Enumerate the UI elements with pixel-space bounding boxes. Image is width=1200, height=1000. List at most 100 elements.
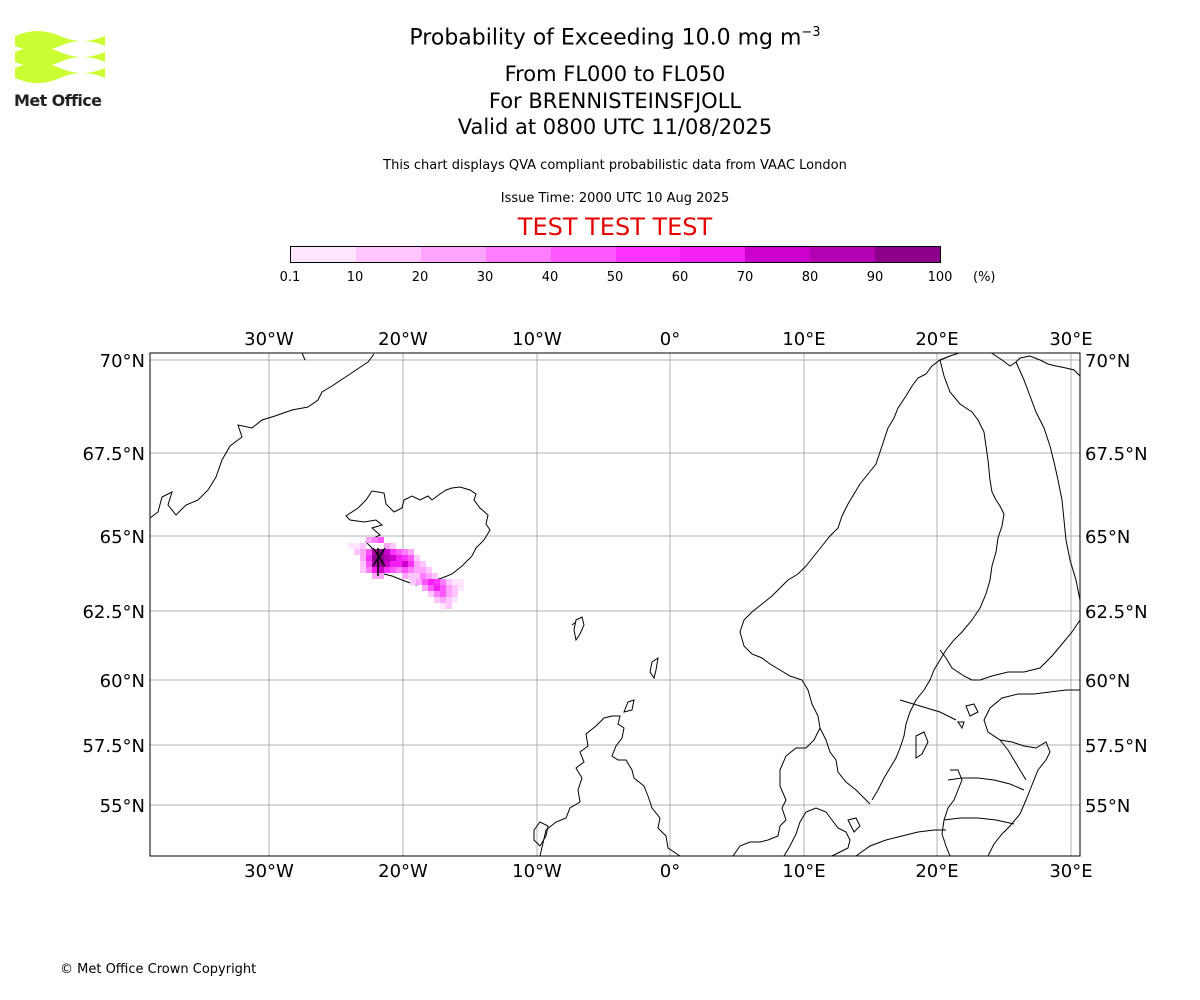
axis-tick-label: 10°W	[512, 329, 562, 350]
probability-cell	[360, 543, 366, 549]
qva-note: This chart displays QVA compliant probab…	[383, 158, 847, 173]
colorbar-segment	[420, 247, 486, 262]
probability-cell	[422, 585, 428, 591]
probability-cell	[426, 567, 432, 573]
axis-tick-label: 10°W	[512, 861, 562, 882]
colorbar-segment	[615, 247, 681, 262]
colorbar-tick-label: 40	[541, 270, 559, 285]
axis-tick-label: 20°W	[378, 329, 428, 350]
probability-cell	[408, 567, 414, 573]
probability-cell	[420, 561, 426, 567]
probability-cell	[372, 567, 378, 573]
colorbar-segment	[810, 247, 876, 262]
probability-cell	[408, 555, 414, 561]
probability-cell	[366, 537, 372, 543]
colorbar-tick-label: 50	[606, 270, 624, 285]
axis-tick-label: 30°W	[244, 329, 294, 350]
colorbar-tick-label: 10	[346, 270, 364, 285]
probability-cell	[402, 549, 408, 555]
probability-cell	[434, 579, 440, 585]
flight-levels: From FL000 to FL050	[504, 62, 726, 86]
probability-cell	[396, 549, 402, 555]
probability-cell	[378, 561, 384, 567]
probability-cell	[390, 561, 396, 567]
issue-time: Issue Time: 2000 UTC 10 Aug 2025	[500, 191, 730, 206]
colorbar-unit: (%)	[973, 270, 996, 285]
probability-cell	[384, 561, 390, 567]
probability-cell	[396, 567, 402, 573]
axis-tick-label: 0°	[660, 329, 680, 350]
probability-cell	[452, 579, 458, 585]
probability-cell	[354, 543, 360, 549]
volcano-name: For BRENNISTEINSFJOLL	[488, 89, 742, 113]
probability-cell	[390, 567, 396, 573]
probability-cell	[408, 573, 414, 579]
colorbar-segment	[550, 247, 616, 262]
logo-text: Met Office	[14, 91, 102, 110]
colorbar-tick-label: 90	[866, 270, 884, 285]
probability-cell	[408, 561, 414, 567]
axis-tick-label: 57.5°N	[1085, 736, 1148, 757]
probability-cell	[390, 543, 396, 549]
probability-cell	[440, 579, 446, 585]
axis-tick-label: 60°N	[100, 671, 145, 692]
probability-cell	[402, 567, 408, 573]
probability-cell	[446, 579, 452, 585]
probability-cell	[402, 561, 408, 567]
coastline-iceland	[345, 486, 491, 586]
axis-tick-label: 20°E	[915, 329, 958, 350]
colorbar-tick-label: 70	[736, 270, 754, 285]
probability-cell	[440, 585, 446, 591]
axis-tick-label: 30°E	[1049, 329, 1092, 350]
probability-cell	[390, 555, 396, 561]
probability-cell	[360, 567, 366, 573]
valid-time: Valid at 0800 UTC 11/08/2025	[457, 115, 773, 139]
probability-cell	[426, 573, 432, 579]
axis-tick-label: 57.5°N	[82, 736, 145, 757]
colorbar-tick-label: 60	[671, 270, 689, 285]
axis-tick-label: 30°E	[1049, 861, 1092, 882]
colorbar-tick-label: 30	[476, 270, 494, 285]
colorbar-tick-label: 20	[411, 270, 429, 285]
probability-cell	[360, 549, 366, 555]
probability-cell	[434, 597, 440, 603]
coastline-great-britain	[539, 715, 681, 856]
axis-tick-label: 20°W	[378, 861, 428, 882]
probability-cell	[446, 591, 452, 597]
probability-cell	[378, 567, 384, 573]
chart-title: Probability of Exceeding 10.0 mg m−3	[409, 25, 821, 51]
axis-tick-label: 55°N	[100, 796, 145, 817]
probability-cell	[446, 603, 452, 609]
coastline-scandinavia	[732, 353, 1080, 856]
axis-tick-label: 67.5°N	[1085, 444, 1148, 465]
axis-tick-label: 60°N	[1085, 671, 1130, 692]
probability-cell	[384, 543, 390, 549]
probability-cell	[366, 567, 372, 573]
probability-cell	[428, 579, 434, 585]
probability-cell	[378, 555, 384, 561]
probability-cell	[414, 555, 420, 561]
colorbar-segment	[745, 247, 811, 262]
axis-tick-label: 20°E	[915, 861, 958, 882]
probability-cell	[390, 549, 396, 555]
probability-cell	[378, 573, 384, 579]
probability-cell	[452, 591, 458, 597]
probability-cell	[378, 537, 384, 543]
probability-cell	[396, 555, 402, 561]
colorbar-segment	[291, 247, 356, 262]
probability-cell	[446, 585, 452, 591]
probability-cell	[366, 549, 372, 555]
axis-tick-label: 67.5°N	[82, 444, 145, 465]
probability-cell	[372, 573, 378, 579]
probability-cell	[402, 555, 408, 561]
probability-cell	[402, 573, 408, 579]
probability-cell	[440, 597, 446, 603]
volcano-marker	[372, 547, 386, 576]
probability-cell	[416, 579, 422, 585]
colorbar-tick-label: 100	[927, 270, 953, 285]
colorbar	[290, 246, 941, 263]
probability-cell	[434, 585, 440, 591]
axis-tick-label: 10°E	[782, 329, 825, 350]
probability-cell	[384, 549, 390, 555]
